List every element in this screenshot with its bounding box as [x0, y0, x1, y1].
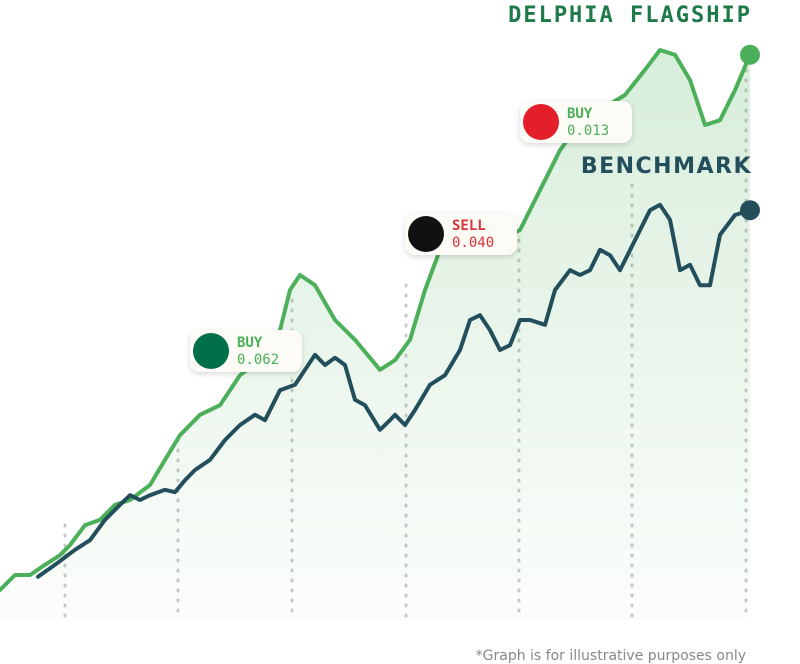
trade-amount: 0.013 — [567, 123, 609, 139]
plot — [0, 44, 760, 620]
trade-action: BUY — [237, 335, 263, 351]
series-label: DELPHIA FLAGSHIP — [508, 3, 752, 28]
area — [0, 50, 750, 620]
trade-action: BUY — [567, 106, 593, 122]
trade-amount: 0.062 — [237, 352, 279, 368]
company-logo — [193, 333, 229, 369]
series-label: BENCHMARK — [581, 154, 752, 179]
company-logo — [408, 216, 444, 252]
footnote: *Graph is for illustrative purposes only — [476, 648, 746, 664]
trade-amount: 0.040 — [452, 235, 494, 251]
line — [36, 202, 752, 579]
company-logo — [523, 104, 559, 140]
end-marker — [740, 44, 760, 65]
end-marker — [740, 200, 760, 221]
trade-action: SELL — [452, 218, 486, 234]
line — [0, 48, 752, 592]
